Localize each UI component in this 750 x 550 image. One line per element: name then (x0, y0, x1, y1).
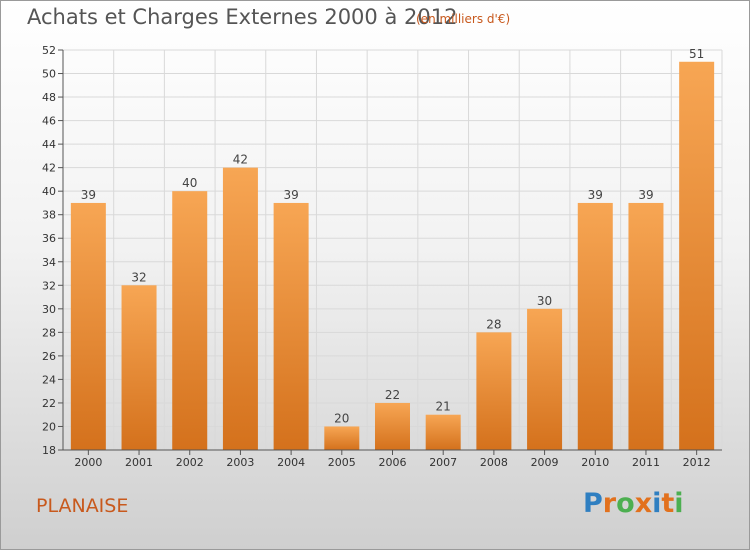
y-tick-label: 18 (42, 444, 56, 457)
data-label-2011: 39 (638, 188, 653, 202)
x-tick-label-2000: 2000 (74, 456, 102, 469)
data-label-2000: 39 (81, 188, 96, 202)
bar-2008 (476, 332, 512, 450)
axes: 18 20 22 24 26 28 30 32 34 36 38 40 42 44 46 48 50 52 2000… (42, 44, 722, 469)
data-label-2007: 21 (436, 400, 451, 414)
x-tick-label-2010: 2010 (581, 456, 609, 469)
y-tick-label: 36 (42, 232, 56, 245)
logo-letter: P (583, 488, 603, 519)
y-tick-label: 26 (42, 350, 56, 363)
proxiti-logo: Proxiti (583, 488, 684, 519)
y-tick-label: 44 (42, 138, 56, 151)
logo-letter: i (652, 488, 662, 519)
bar-2003 (222, 167, 258, 450)
y-tick-label: 20 (42, 420, 56, 433)
data-label-2012: 51 (689, 47, 704, 61)
y-tick-label: 24 (42, 373, 56, 386)
data-label-2010: 39 (588, 188, 603, 202)
logo-letter: o (616, 488, 635, 519)
x-tick-label-2006: 2006 (379, 456, 407, 469)
logo-letter: r (602, 488, 617, 519)
x-tick-label-2002: 2002 (176, 456, 204, 469)
y-tick-label: 34 (42, 256, 56, 269)
bar-2009 (527, 308, 563, 450)
x-tick-label-2005: 2005 (328, 456, 356, 469)
bar-2000 (70, 202, 106, 450)
chart-subtitle: (en milliers d'€) (416, 12, 511, 26)
bar-2001 (121, 285, 157, 450)
y-tick-label: 30 (42, 303, 56, 316)
bar-2006 (375, 402, 410, 450)
bar-2005 (324, 426, 360, 450)
data-label-2001: 32 (131, 270, 146, 284)
bar-2004 (273, 202, 309, 450)
y-tick-label: 32 (42, 279, 56, 292)
data-label-2009: 30 (537, 294, 552, 308)
y-tick-label: 38 (42, 209, 56, 222)
y-tick-label: 40 (42, 185, 56, 198)
y-tick-label: 22 (42, 397, 56, 410)
data-label-2002: 40 (182, 176, 197, 190)
bars: 39 32 40 42 39 20 22 21 28 30 39 39 51 (70, 47, 715, 451)
chart-title: Achats et Charges Externes 2000 à 2012 (27, 5, 458, 29)
x-tick-label-2001: 2001 (125, 456, 153, 469)
x-tick-label-2007: 2007 (429, 456, 457, 469)
bar-2010 (577, 202, 613, 450)
y-tick-label: 48 (42, 91, 56, 104)
x-tick-label-2004: 2004 (277, 456, 305, 469)
logo-letter: t (661, 488, 675, 519)
x-tick-label-2011: 2011 (632, 456, 660, 469)
bar-2012 (679, 61, 715, 450)
x-tick-label-2009: 2009 (531, 456, 559, 469)
logo-letter: x (634, 488, 653, 519)
x-tick-label-2003: 2003 (226, 456, 254, 469)
x-tick-label-2012: 2012 (683, 456, 711, 469)
data-label-2008: 28 (486, 317, 501, 331)
y-tick-label: 42 (42, 162, 56, 175)
place-name: PLANAISE (36, 495, 129, 517)
bar-2011 (628, 202, 664, 450)
bar-2002 (172, 191, 208, 451)
y-tick-label: 52 (42, 44, 56, 57)
logo-letter: i (674, 488, 684, 519)
data-label-2003: 42 (233, 153, 248, 167)
x-tick-label-2008: 2008 (480, 456, 508, 469)
data-label-2005: 20 (334, 411, 349, 425)
data-label-2004: 39 (283, 188, 298, 202)
y-tick-label: 50 (42, 68, 56, 81)
data-label-2006: 22 (385, 388, 400, 402)
y-tick-label: 46 (42, 115, 56, 128)
bar-2007 (425, 414, 461, 450)
y-tick-label: 28 (42, 326, 56, 339)
